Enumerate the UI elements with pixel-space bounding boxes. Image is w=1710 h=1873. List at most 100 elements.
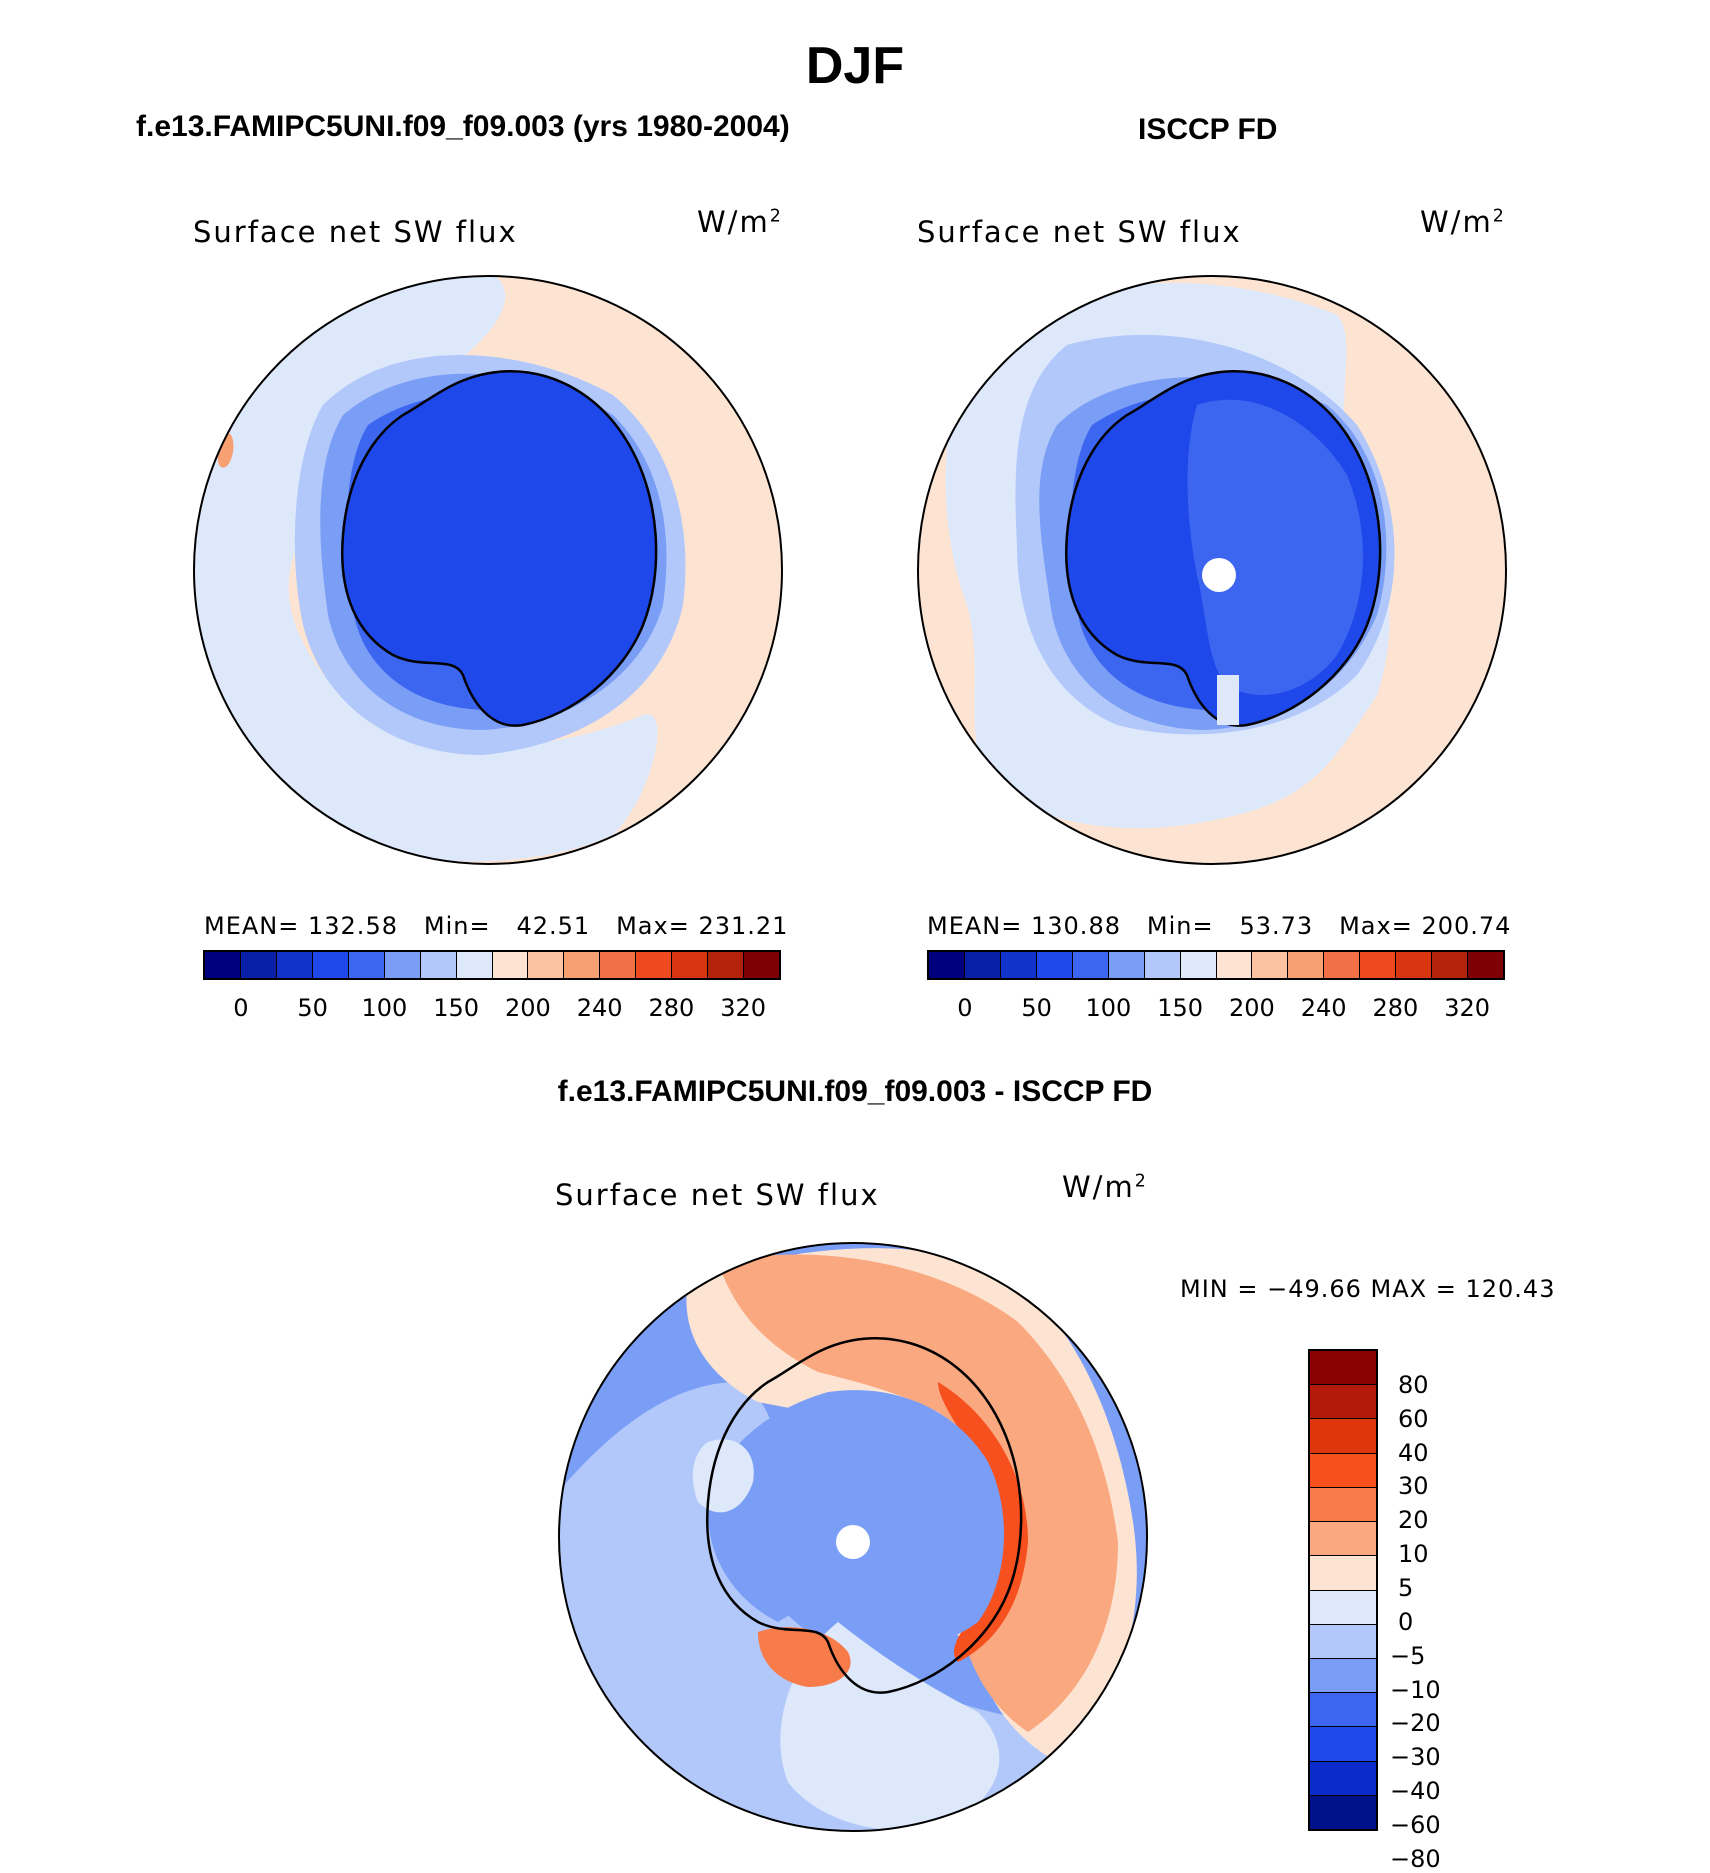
colorbar-swatch — [1468, 952, 1503, 978]
colorbar-swatch — [456, 952, 493, 978]
colorbar-swatch — [492, 952, 529, 978]
right-max-value: 200.74 — [1421, 912, 1512, 940]
colorbar-tick-label: 320 — [1444, 994, 1491, 1022]
colorbar-swatch — [240, 952, 277, 978]
colorbar-swatch — [420, 952, 457, 978]
colorbar-tick-label: 150 — [433, 994, 480, 1022]
left-panel-units: W/m2 — [697, 205, 783, 239]
colorbar-swatch — [708, 952, 745, 978]
colorbar-tick-label: 100 — [361, 994, 408, 1022]
left-mean-value: 132.58 — [308, 912, 398, 940]
colorbar-tick-label: 30 — [1398, 1472, 1429, 1501]
colorbar-swatch — [1310, 1590, 1376, 1625]
colorbar-tick-label: 0 — [957, 994, 973, 1022]
diff-panel-units: W/m2 — [1062, 1170, 1148, 1204]
colorbar-tick-label: 40 — [1398, 1438, 1429, 1467]
colorbar-swatch — [1310, 1487, 1376, 1523]
right-panel-units: W/m2 — [1420, 205, 1506, 239]
colorbar-swatch — [1310, 1453, 1376, 1488]
colorbar-swatch — [1360, 952, 1397, 978]
colorbar-tick-label: −40 — [1390, 1777, 1441, 1806]
colorbar-tick-label: −20 — [1390, 1709, 1441, 1738]
colorbar-tick-label: 0 — [233, 994, 249, 1022]
colorbar-swatch — [1432, 952, 1469, 978]
colorbar-swatch — [1310, 1419, 1376, 1454]
colorbar-swatch — [348, 952, 385, 978]
colorbar-swatch — [600, 952, 637, 978]
colorbar-swatch — [1144, 952, 1181, 978]
colorbar-swatch — [1310, 1658, 1376, 1694]
colorbar-swatch — [1310, 1693, 1376, 1728]
right-polar-map — [917, 275, 1507, 865]
colorbar-tick-label: 200 — [1228, 994, 1275, 1022]
colorbar-swatch — [1310, 1556, 1376, 1591]
colorbar-tick-label: −10 — [1390, 1675, 1441, 1704]
diff-colorbar — [1308, 1349, 1378, 1831]
colorbar-swatch — [1072, 952, 1109, 978]
colorbar-swatch — [564, 952, 601, 978]
left-panel-variable: Surface net SW flux — [193, 215, 518, 249]
colorbar-tick-label: 240 — [1300, 994, 1347, 1022]
colorbar-tick-label: 50 — [297, 994, 328, 1022]
colorbar-swatch — [1324, 952, 1361, 978]
colorbar-swatch — [1310, 1522, 1376, 1557]
left-max-value: 231.21 — [698, 912, 789, 940]
colorbar-tick-label: 100 — [1085, 994, 1132, 1022]
colorbar-tick-label: −80 — [1390, 1844, 1441, 1873]
colorbar-swatch — [205, 952, 241, 978]
colorbar-swatch — [636, 952, 673, 978]
colorbar-swatch — [1310, 1727, 1376, 1762]
colorbar-tick-label: 50 — [1021, 994, 1052, 1022]
colorbar-swatch — [1310, 1624, 1376, 1659]
colorbar-swatch — [1310, 1385, 1376, 1420]
colorbar-tick-label: 20 — [1398, 1506, 1429, 1535]
colorbar-tick-label: 5 — [1398, 1574, 1414, 1602]
diff-polar-map — [558, 1242, 1148, 1832]
diff-panel-variable: Surface net SW flux — [555, 1178, 880, 1212]
colorbar-swatch — [1310, 1351, 1376, 1386]
colorbar-swatch — [1216, 952, 1253, 978]
left-colorbar — [203, 950, 781, 980]
right-stats: MEAN= 130.88 Min= 53.73 Max= 200.74 — [927, 912, 1512, 940]
right-min-value: 53.73 — [1239, 912, 1314, 940]
colorbar-swatch — [1036, 952, 1073, 978]
colorbar-swatch — [1310, 1795, 1376, 1830]
colorbar-swatch — [528, 952, 565, 978]
left-polar-map — [193, 275, 783, 865]
colorbar-swatch — [964, 952, 1001, 978]
colorbar-swatch — [1108, 952, 1145, 978]
colorbar-swatch — [672, 952, 709, 978]
colorbar-swatch — [384, 952, 421, 978]
colorbar-tick-label: −60 — [1390, 1811, 1441, 1839]
colorbar-swatch — [1396, 952, 1433, 978]
colorbar-tick-label: 10 — [1398, 1540, 1429, 1569]
colorbar-swatch — [1000, 952, 1037, 978]
colorbar-swatch — [744, 952, 779, 978]
right-panel-variable: Surface net SW flux — [917, 215, 1242, 249]
diff-minmax: MIN = −49.66 MAX = 120.43 — [1180, 1275, 1556, 1303]
diff-panel-subtitle: f.e13.FAMIPC5UNI.f09_f09.003 - ISCCP FD — [557, 1075, 1153, 1108]
colorbar-tick-label: −30 — [1390, 1743, 1441, 1772]
right-panel-subtitle: ISCCP FD — [1138, 113, 1278, 146]
colorbar-tick-label: 150 — [1157, 994, 1204, 1022]
colorbar-swatch — [1310, 1761, 1376, 1796]
colorbar-swatch — [1180, 952, 1217, 978]
colorbar-swatch — [276, 952, 313, 978]
colorbar-tick-label: 280 — [648, 994, 695, 1022]
colorbar-swatch — [1288, 952, 1325, 978]
left-stats: MEAN= 132.58 Min= 42.51 Max= 231.21 — [204, 912, 789, 940]
right-mean-value: 130.88 — [1031, 912, 1121, 940]
left-panel-subtitle: f.e13.FAMIPC5UNI.f09_f09.003 (yrs 1980-2… — [136, 110, 790, 143]
left-min-value: 42.51 — [516, 912, 591, 940]
colorbar-tick-label: 200 — [504, 994, 551, 1022]
colorbar-tick-label: 280 — [1372, 994, 1419, 1022]
colorbar-swatch — [1252, 952, 1289, 978]
colorbar-tick-label: 60 — [1398, 1404, 1429, 1433]
right-colorbar — [927, 950, 1505, 980]
colorbar-tick-label: −5 — [1390, 1641, 1426, 1670]
colorbar-swatch — [929, 952, 965, 978]
colorbar-tick-label: 320 — [720, 994, 767, 1022]
figure-title: DJF — [805, 37, 905, 95]
colorbar-tick-label: 80 — [1398, 1370, 1429, 1399]
colorbar-tick-label: 240 — [576, 994, 623, 1022]
